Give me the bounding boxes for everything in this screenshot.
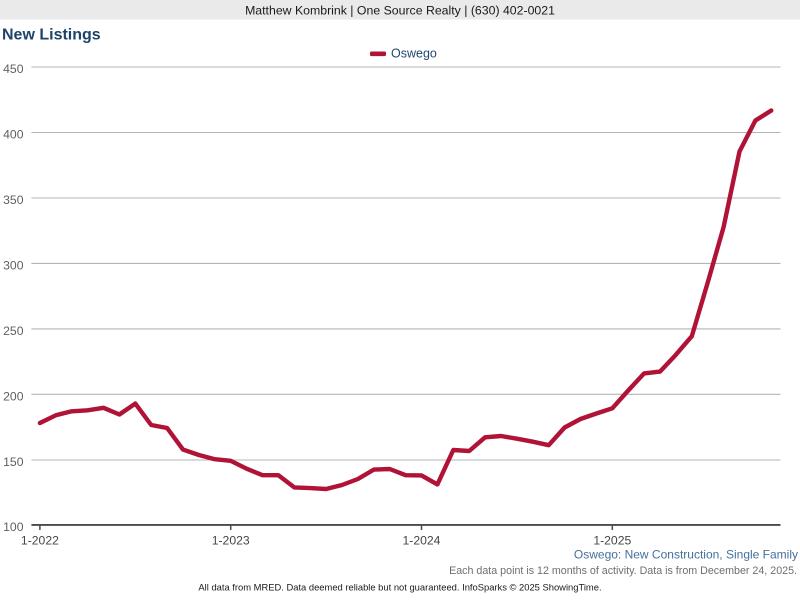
svg-text:1-2022: 1-2022 [21,534,59,548]
svg-text:All data from MRED. Data deeme: All data from MRED. Data deemed reliable… [198,581,601,592]
svg-text:150: 150 [3,455,24,469]
svg-text:400: 400 [3,128,24,142]
svg-text:Oswego: Oswego [391,47,437,61]
svg-text:300: 300 [3,259,24,273]
svg-text:450: 450 [3,62,24,76]
svg-text:1-2025: 1-2025 [593,534,631,548]
svg-text:Oswego: New Construction, Sing: Oswego: New Construction, Single Family [574,548,798,562]
svg-text:200: 200 [3,389,24,403]
svg-text:1-2024: 1-2024 [403,534,441,548]
svg-text:100: 100 [3,520,24,534]
svg-text:1-2023: 1-2023 [212,534,250,548]
svg-text:New Listings: New Listings [2,27,101,44]
svg-text:350: 350 [3,193,24,207]
svg-text:Matthew Kombrink | One Source: Matthew Kombrink | One Source Realty | (… [245,4,555,18]
svg-text:Each data point is 12 months o: Each data point is 12 months of activity… [449,565,797,577]
svg-text:250: 250 [3,324,24,338]
